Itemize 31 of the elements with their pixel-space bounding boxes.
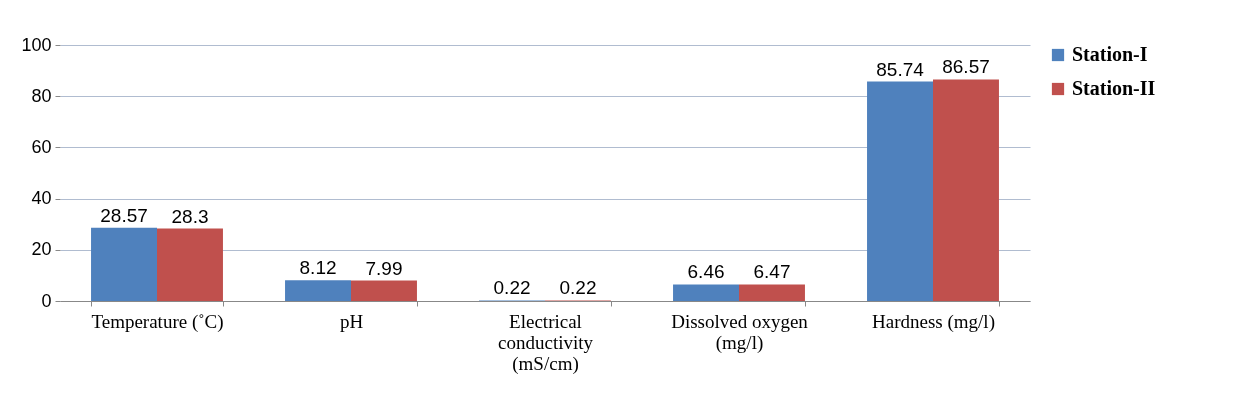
data-label: 0.22 — [493, 277, 531, 299]
bar — [739, 284, 805, 301]
data-label: 28.57 — [100, 204, 148, 226]
y-tick-label: 80 — [31, 85, 52, 106]
y-tick-label: 100 — [21, 34, 52, 55]
data-label: 0.22 — [559, 277, 597, 299]
x-tick-label: Dissolved oxygen (mg/l) — [671, 310, 809, 354]
data-label: 6.46 — [687, 261, 725, 283]
x-tick-label: pH — [339, 310, 364, 332]
bar — [157, 228, 223, 301]
y-tick-label: 0 — [41, 290, 52, 311]
bar — [285, 280, 351, 301]
bar — [351, 280, 417, 301]
bar — [91, 227, 157, 301]
x-tick-label: Hardness (mg/l) — [872, 310, 995, 333]
y-tick-label: 40 — [31, 188, 52, 209]
bar — [933, 79, 999, 301]
data-label: 7.99 — [365, 257, 403, 279]
data-label: 28.3 — [171, 205, 209, 227]
y-tick-label: 20 — [31, 239, 52, 260]
bar — [867, 81, 933, 301]
x-tick-label: Temperature (˚C) — [91, 310, 224, 333]
x-tick-label: Electrical conductivity (mS/cm) — [498, 310, 594, 375]
y-tick-label: 60 — [31, 136, 52, 157]
bar — [673, 284, 739, 301]
data-label: 6.47 — [753, 261, 791, 283]
legend-label: Station-II — [1072, 77, 1156, 99]
data-label: 8.12 — [299, 257, 337, 279]
data-label: 86.57 — [942, 56, 990, 78]
legend-label: Station-I — [1072, 43, 1148, 65]
data-label: 85.74 — [876, 58, 925, 80]
